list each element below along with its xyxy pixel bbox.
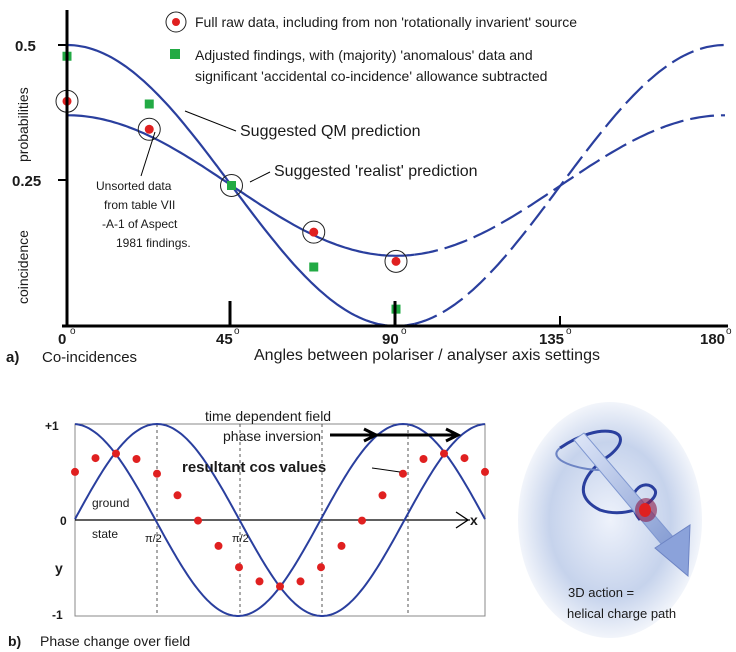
pi-half-label: π/2: [145, 533, 162, 545]
top-chart: 0.5 0.25 coincidence probabilities 0 45 …: [6, 10, 732, 366]
y-tick-label: 0.25: [12, 173, 41, 190]
resultant-point: [419, 455, 428, 463]
panel-title-a: Co-incidences: [42, 349, 137, 366]
resultant-points: [71, 449, 489, 591]
phase-arrowhead: [363, 427, 380, 443]
raw-data-ring: [384, 249, 408, 273]
resultant-point: [132, 455, 141, 463]
helix-caption: 3D action =: [568, 585, 634, 600]
realist-curve-extrapolated: [414, 114, 725, 256]
raw-data-ring: [220, 174, 243, 197]
field-sphere: [518, 402, 702, 638]
resultant-point: [173, 491, 182, 500]
degree-mark: o: [726, 326, 732, 337]
realist-leader-line: [249, 171, 271, 183]
y-tick-label: 0.5: [15, 38, 36, 55]
adjusted-data-point: [227, 181, 236, 190]
x-tick-label: 90: [382, 331, 399, 348]
qm-curve: [66, 43, 415, 328]
raw-data-point: [144, 124, 154, 134]
note-leader-line: [140, 131, 156, 177]
x-axis-title: Angles between polariser / analyser axis…: [254, 347, 600, 364]
x-tick-label: 45: [216, 331, 233, 348]
resultant-point: [399, 469, 407, 478]
resultant-point: [194, 516, 202, 525]
helix-caption: helical charge path: [567, 606, 676, 621]
resultant-point: [153, 469, 161, 478]
legend-raw-dot: [172, 18, 180, 26]
degree-mark: o: [70, 326, 76, 337]
x-axis-label: x: [470, 512, 478, 528]
degree-mark: o: [566, 326, 572, 337]
degree-mark: o: [401, 326, 407, 337]
resultant-point: [235, 563, 243, 572]
resultant-point: [378, 491, 387, 500]
raw-data-point: [391, 256, 401, 266]
ground-state-label: ground: [92, 496, 129, 510]
note-line: Unsorted data: [96, 179, 172, 193]
panel-title-b: Phase change over field: [40, 633, 190, 649]
resultant-point: [460, 454, 469, 463]
raw-data-point: [309, 227, 319, 237]
x-tick-label: 135: [539, 331, 564, 348]
resultant-point: [71, 467, 79, 476]
resultant-point: [358, 516, 366, 525]
helical-path: [559, 429, 657, 521]
qm-prediction-label: Suggested QM prediction: [240, 123, 421, 140]
note-line: from table VII: [104, 198, 175, 212]
field-title: phase inversion: [223, 428, 321, 444]
raw-data-ring: [137, 117, 161, 141]
qm-leader-line: [184, 110, 237, 132]
y-axis-label: coincidence: [15, 230, 31, 304]
resultant-point: [276, 582, 284, 591]
resultant-label: resultant cos values: [182, 459, 326, 476]
legend-raw-label: Full raw data, including from non 'rotat…: [195, 14, 577, 30]
phase-arrowhead: [445, 427, 462, 443]
x-tick-label: 0: [58, 331, 66, 348]
resultant-point: [481, 467, 489, 476]
x-tick-label: 180: [700, 331, 725, 348]
legend-raw-marker: [165, 11, 187, 33]
resultant-point: [112, 449, 120, 458]
resultant-point: [317, 563, 325, 572]
legend-adjusted-label: significant 'accidental co-incidence' al…: [195, 68, 547, 84]
y-tick-label: 0: [60, 514, 67, 528]
y-axis-label: y: [55, 560, 63, 576]
helix-illustration: 3D action = helical charge path: [518, 402, 702, 638]
resultant-leader: [371, 467, 401, 473]
qm-curve-extrapolated: [414, 43, 726, 325]
x-tick-marks: [228, 301, 561, 326]
panel-label-b: b): [8, 633, 21, 649]
ground-state-label: state: [92, 527, 118, 541]
raw-data-ring: [302, 220, 326, 244]
y-tick-label: -1: [52, 608, 63, 622]
axis-arrowhead: [654, 524, 691, 578]
field-title: time dependent field: [205, 408, 331, 424]
resultant-point: [337, 541, 346, 550]
y-axis-label: probabilities: [15, 87, 31, 162]
realist-prediction-label: Suggested 'realist' prediction: [274, 163, 478, 180]
source-note: Unsorted data from table VII -A-1 of Asp…: [96, 179, 191, 250]
charge-dot: [639, 503, 651, 517]
resultant-point: [214, 541, 223, 550]
note-line: 1981 findings.: [116, 236, 191, 250]
legend-adjusted-label: Adjusted findings, with (majority) 'anom…: [195, 47, 533, 63]
bottom-chart: time dependent field phase inversion res…: [8, 408, 489, 649]
resultant-point: [440, 449, 448, 458]
pi-half-label: π/2: [232, 533, 249, 545]
y-tick-label: +1: [45, 419, 59, 433]
panel-label-a: a): [6, 349, 19, 366]
adjusted-data-point: [309, 262, 319, 272]
resultant-point: [296, 577, 305, 586]
adjusted-data-point: [144, 99, 154, 109]
note-line: -A-1 of Aspect: [102, 217, 178, 231]
helical-path-back: [555, 447, 601, 471]
degree-mark: o: [234, 326, 240, 337]
resultant-point: [91, 454, 100, 463]
legend-adjusted-marker: [170, 49, 180, 59]
x-axis-arrowhead: [455, 511, 470, 529]
resultant-point: [255, 577, 264, 586]
